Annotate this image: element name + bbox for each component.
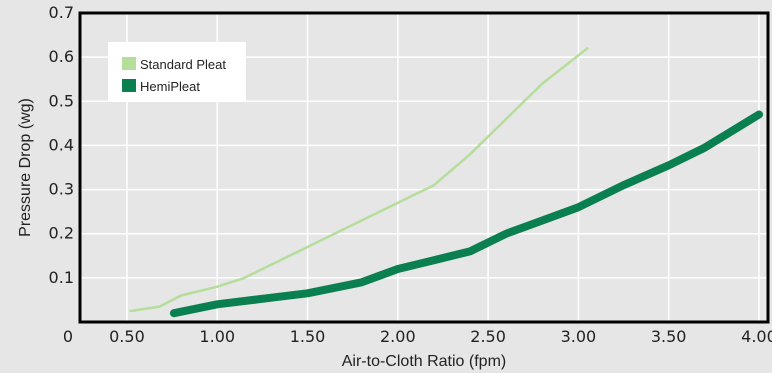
series-line-standard-pleat	[129, 47, 589, 313]
legend-swatch-hemipleat	[122, 79, 136, 92]
legend-label-standard-pleat: Standard Pleat	[140, 57, 226, 72]
y-tick-label: 0.3	[49, 180, 74, 199]
x-axis-title: Air-to-Cloth Ratio (fpm)	[342, 353, 506, 370]
y-tick-label: 0.4	[49, 135, 74, 154]
x-tick-label: 3.00	[561, 327, 597, 346]
y-tick-label: 0.6	[49, 47, 74, 66]
x-origin-label: 0	[63, 327, 73, 346]
legend-label-hemipleat: HemiPleat	[140, 79, 200, 94]
x-tick-label: 1.50	[290, 327, 326, 346]
tick-labels: 0.1 0.2 0.3 0.4 0.5 0.6 0.7 0.50 1.00 1.50 2.00 2.5…	[49, 3, 772, 346]
x-tick-label: 4.00	[741, 327, 772, 346]
series-line-hemipleat	[169, 110, 763, 318]
y-axis-title: Pressure Drop (wg)	[17, 98, 34, 237]
x-tick-label: 2.00	[380, 327, 416, 346]
legend-swatch-standard-pleat	[122, 57, 136, 70]
x-tick-label: 3.50	[651, 327, 687, 346]
y-tick-label: 0.5	[49, 91, 74, 110]
y-tick-label: 0.1	[49, 268, 74, 287]
plot-frame	[78, 11, 770, 324]
x-tick-label: 2.50	[470, 327, 506, 346]
y-tick-label: 0.2	[49, 224, 74, 243]
series-lines	[129, 47, 763, 318]
legend: Standard Pleat HemiPleat	[108, 42, 246, 102]
x-tick-label: 0.50	[109, 327, 145, 346]
y-tick-label: 0.7	[49, 3, 74, 22]
x-tick-label: 1.00	[199, 327, 235, 346]
